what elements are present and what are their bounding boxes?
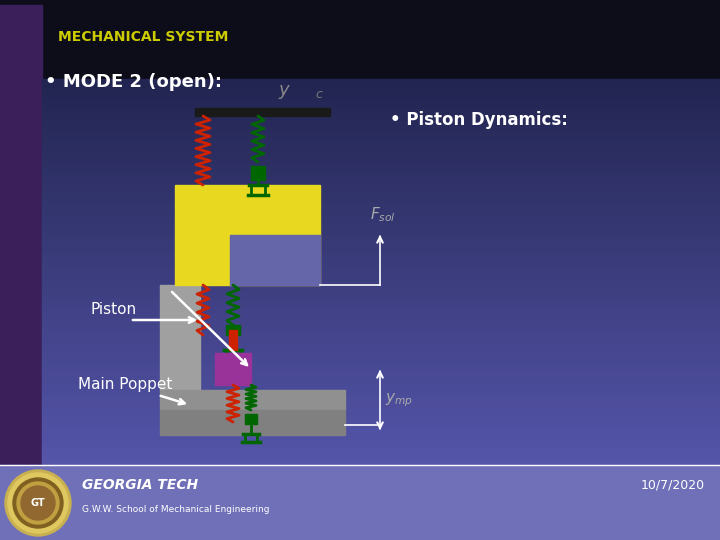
Bar bbox=[42, 361, 720, 369]
Bar bbox=[42, 316, 720, 324]
Bar bbox=[42, 233, 720, 240]
Bar bbox=[226, 325, 240, 335]
Bar bbox=[42, 438, 720, 445]
Bar bbox=[42, 426, 720, 433]
Bar bbox=[42, 272, 720, 279]
Bar bbox=[42, 291, 720, 298]
Bar bbox=[42, 188, 720, 195]
Bar bbox=[42, 368, 720, 375]
Bar bbox=[42, 297, 720, 305]
Bar bbox=[160, 285, 200, 390]
Circle shape bbox=[21, 486, 55, 520]
Bar bbox=[42, 239, 720, 247]
Bar bbox=[42, 400, 720, 407]
Bar bbox=[42, 207, 720, 215]
Bar bbox=[0, 0, 720, 80]
Bar bbox=[42, 227, 720, 234]
Bar bbox=[160, 390, 345, 410]
Text: 10/7/2020: 10/7/2020 bbox=[641, 478, 705, 491]
Bar bbox=[42, 124, 720, 131]
Bar bbox=[42, 323, 720, 330]
Bar bbox=[251, 166, 265, 180]
Bar bbox=[42, 118, 720, 125]
Bar bbox=[42, 79, 720, 86]
Text: $F_{sol}$: $F_{sol}$ bbox=[370, 206, 396, 224]
Bar bbox=[42, 348, 720, 356]
Bar bbox=[42, 265, 720, 273]
Bar bbox=[42, 432, 720, 440]
Bar bbox=[42, 285, 720, 292]
Bar bbox=[229, 330, 237, 350]
Bar bbox=[42, 394, 720, 401]
Bar bbox=[42, 342, 720, 349]
Bar bbox=[42, 105, 720, 112]
Bar bbox=[42, 278, 720, 285]
Bar bbox=[42, 310, 720, 318]
Circle shape bbox=[8, 473, 68, 533]
Bar bbox=[42, 137, 720, 144]
Text: Piston: Piston bbox=[90, 302, 136, 318]
Text: Main Poppet: Main Poppet bbox=[78, 377, 172, 393]
Bar bbox=[175, 185, 320, 285]
Bar bbox=[42, 130, 720, 138]
Bar bbox=[42, 156, 720, 164]
Text: $\mathit{y}$: $\mathit{y}$ bbox=[278, 83, 292, 101]
Bar bbox=[42, 406, 720, 414]
Bar bbox=[195, 108, 330, 116]
Circle shape bbox=[17, 482, 59, 524]
Bar bbox=[42, 445, 720, 452]
Bar bbox=[42, 98, 720, 106]
Bar bbox=[0, 465, 720, 540]
Text: GEORGIA TECH: GEORGIA TECH bbox=[82, 478, 198, 492]
Circle shape bbox=[5, 470, 71, 536]
Bar bbox=[0, 5, 42, 465]
Bar bbox=[42, 176, 720, 183]
Bar bbox=[215, 353, 251, 385]
Bar bbox=[42, 181, 720, 189]
Bar bbox=[42, 457, 720, 465]
Bar bbox=[42, 451, 720, 458]
Bar bbox=[42, 220, 720, 227]
Bar bbox=[42, 169, 720, 176]
Bar bbox=[42, 194, 720, 202]
Text: • MODE 2 (open):: • MODE 2 (open): bbox=[45, 73, 222, 91]
Text: $\mathit{c}$: $\mathit{c}$ bbox=[315, 87, 324, 100]
Bar bbox=[42, 374, 720, 382]
Bar bbox=[42, 214, 720, 221]
Bar bbox=[42, 92, 720, 99]
Bar bbox=[42, 201, 720, 208]
Bar bbox=[42, 85, 720, 93]
Bar bbox=[42, 413, 720, 420]
Text: GT: GT bbox=[31, 498, 45, 508]
Bar bbox=[42, 246, 720, 253]
Bar bbox=[160, 410, 345, 435]
Bar bbox=[42, 336, 720, 343]
Text: • Piston Dynamics:: • Piston Dynamics: bbox=[390, 111, 568, 129]
Bar bbox=[42, 259, 720, 266]
Bar bbox=[42, 163, 720, 170]
Text: $y_{mp}$: $y_{mp}$ bbox=[385, 391, 413, 409]
Bar bbox=[42, 329, 720, 336]
Text: MECHANICAL SYSTEM: MECHANICAL SYSTEM bbox=[58, 30, 228, 44]
Bar bbox=[42, 419, 720, 427]
Bar bbox=[42, 252, 720, 260]
Bar bbox=[245, 414, 257, 424]
Circle shape bbox=[13, 478, 63, 528]
Bar bbox=[42, 355, 720, 362]
Bar bbox=[42, 303, 720, 311]
Bar bbox=[42, 387, 720, 394]
Text: G.W.W. School of Mechanical Engineering: G.W.W. School of Mechanical Engineering bbox=[82, 505, 269, 515]
Bar bbox=[42, 150, 720, 157]
Bar bbox=[230, 235, 320, 285]
Bar bbox=[42, 381, 720, 388]
Bar bbox=[42, 143, 720, 151]
Bar bbox=[42, 111, 720, 118]
